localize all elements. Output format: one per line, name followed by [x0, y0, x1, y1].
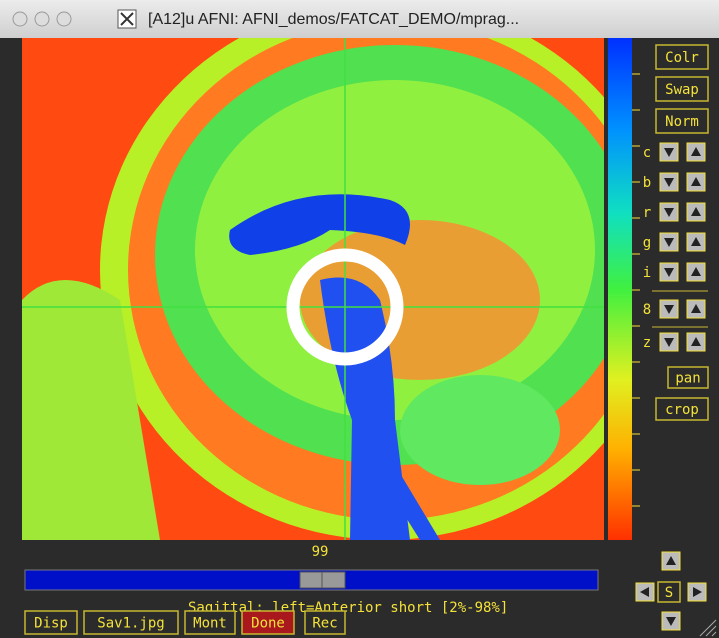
colorbar-ticks: [632, 73, 640, 507]
arrow-icon: [664, 338, 674, 347]
arrow-icon: [664, 238, 674, 247]
arrow-icon: [691, 207, 701, 216]
arrow-icon: [691, 177, 701, 186]
crop-button[interactable]: [655, 397, 709, 421]
control-label: 8: [643, 302, 651, 318]
arrow-icon: [664, 268, 674, 277]
arrow-icon: [691, 237, 701, 246]
side-button[interactable]: [655, 108, 709, 134]
bottom-button-label: Mont: [193, 616, 227, 632]
resize-grip: [699, 619, 717, 637]
bottom-button[interactable]: [304, 610, 346, 635]
side-button-label: Colr: [665, 50, 699, 66]
side-button[interactable]: [655, 44, 709, 70]
zoom-button[interactable]: [56, 11, 72, 27]
bottom-button-label: Disp: [34, 616, 68, 632]
control-label: b: [643, 175, 651, 191]
slider-value: 99: [312, 544, 329, 560]
bottom-button-label: Done: [251, 616, 285, 632]
arrow-icon: [666, 617, 676, 626]
bottom-button[interactable]: [24, 610, 78, 635]
arrow-icon: [691, 304, 701, 313]
control-label: i: [643, 265, 651, 281]
arrow-icon: [664, 148, 674, 157]
canal: [370, 440, 440, 540]
control-label: c: [643, 145, 651, 161]
cerebellum: [400, 375, 560, 485]
bottom-button-label: Sav1.jpg: [97, 616, 164, 632]
arrow-icon: [691, 337, 701, 346]
arrow-icon: [664, 208, 674, 217]
bottom-button[interactable]: [241, 610, 295, 635]
arrow-icon: [693, 587, 702, 597]
arrow-icon: [691, 147, 701, 156]
window-title: [A12]u AFNI: AFNI_demos/FATCAT_DEMO/mpra…: [148, 11, 519, 28]
colorbar[interactable]: [608, 38, 632, 540]
arrow-icon: [640, 587, 649, 597]
brain-image: [22, 38, 604, 540]
arrow-icon: [691, 267, 701, 276]
x11-icon-mark: [120, 12, 134, 26]
nav-center[interactable]: [657, 581, 681, 603]
crop-button-label: crop: [665, 402, 699, 418]
face: [22, 280, 160, 540]
side-button-label: Swap: [665, 82, 699, 98]
bottom-button[interactable]: [83, 610, 179, 635]
control-label: z: [643, 335, 651, 351]
arrow-icon: [664, 178, 674, 187]
roi-circle: [286, 248, 404, 366]
status-text: Sagittal: left=Anterior short [2%-98%]: [188, 600, 508, 616]
side-button[interactable]: [655, 76, 709, 102]
arrow-icon: [664, 305, 674, 314]
control-label: r: [643, 205, 651, 221]
minimize-button[interactable]: [34, 11, 50, 27]
arrow-icon: [666, 556, 676, 565]
ventricle: [229, 194, 410, 255]
pan-button[interactable]: [667, 366, 709, 389]
bottom-button-label: Rec: [312, 616, 337, 632]
bottom-button[interactable]: [184, 610, 236, 635]
nav-center-label: S: [665, 585, 673, 601]
control-label: g: [643, 235, 651, 251]
side-button-label: Norm: [665, 114, 699, 130]
close-button[interactable]: [12, 11, 28, 27]
pan-button-label: pan: [675, 371, 700, 387]
